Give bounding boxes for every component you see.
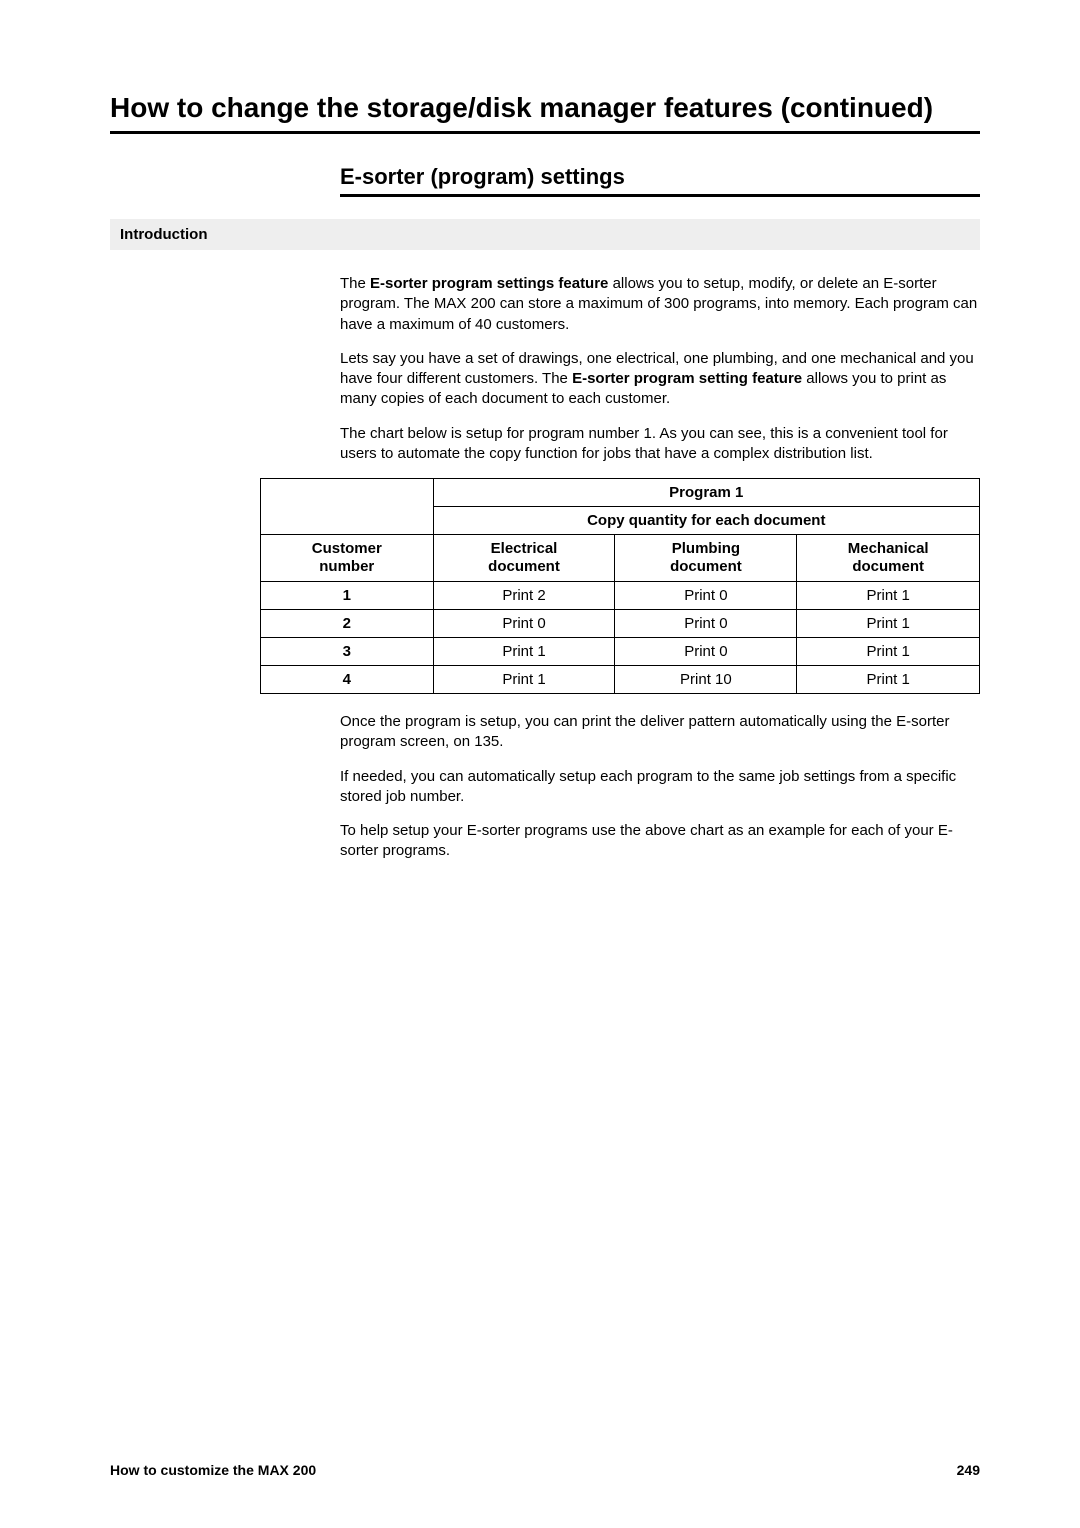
table-cell: Print 10	[615, 666, 797, 694]
program-table-wrap: Program 1 Copy quantity for each documen…	[260, 478, 980, 694]
col3-l1: Mechanical	[848, 540, 929, 557]
table-cell: Print 0	[615, 582, 797, 610]
col2-l1: Plumbing	[672, 540, 740, 557]
table-sub-header: Copy quantity for each document	[433, 507, 979, 535]
paragraph-6: To help setup your E-sorter programs use…	[340, 821, 980, 862]
table-cell: Print 2	[433, 582, 615, 610]
table-cell: Print 0	[615, 638, 797, 666]
page-footer: How to customize the MAX 200 249	[110, 1462, 980, 1478]
col1-l1: Electrical	[491, 540, 558, 557]
table-corner-blank	[261, 479, 434, 535]
table-cell: 2	[261, 610, 434, 638]
table-cell: 4	[261, 666, 434, 694]
section-heading: E-sorter (program) settings	[340, 164, 980, 197]
table-cell: Print 0	[433, 610, 615, 638]
table-row: 4 Print 1 Print 10 Print 1	[261, 666, 980, 694]
col1-l2: document	[488, 558, 560, 575]
col0-l2: number	[319, 558, 374, 575]
table-cell: Print 1	[797, 610, 980, 638]
body-column-2: Once the program is setup, you can print…	[340, 712, 980, 862]
table-col2-header: Plumbing document	[615, 535, 797, 582]
table-cell: Print 1	[797, 582, 980, 610]
table-row: 2 Print 0 Print 0 Print 1	[261, 610, 980, 638]
table-cell: Print 1	[433, 638, 615, 666]
paragraph-1: The E-sorter program settings feature al…	[340, 274, 980, 335]
table-cell: Print 1	[433, 666, 615, 694]
table-col0-header: Customer number	[261, 535, 434, 582]
col0-l1: Customer	[312, 540, 382, 557]
table-cell: Print 0	[615, 610, 797, 638]
table-col3-header: Mechanical document	[797, 535, 980, 582]
table-row: 3 Print 1 Print 0 Print 1	[261, 638, 980, 666]
page-title: How to change the storage/disk manager f…	[110, 90, 980, 134]
paragraph-4: Once the program is setup, you can print…	[340, 712, 980, 753]
table-cell: Print 1	[797, 666, 980, 694]
para1-bold: E-sorter program settings feature	[370, 275, 608, 292]
table-row: 1 Print 2 Print 0 Print 1	[261, 582, 980, 610]
paragraph-2: Lets say you have a set of drawings, one…	[340, 349, 980, 410]
table-row-header-3: Customer number Electrical document Plum…	[261, 535, 980, 582]
table-cell: 1	[261, 582, 434, 610]
paragraph-3: The chart below is setup for program num…	[340, 424, 980, 465]
intro-label-bar: Introduction	[110, 219, 980, 250]
col3-l2: document	[852, 558, 924, 575]
paragraph-5: If needed, you can automatically setup e…	[340, 767, 980, 808]
table-cell: 3	[261, 638, 434, 666]
program-table: Program 1 Copy quantity for each documen…	[260, 478, 980, 694]
body-column: The E-sorter program settings feature al…	[340, 274, 980, 464]
col2-l2: document	[670, 558, 742, 575]
table-cell: Print 1	[797, 638, 980, 666]
table-col1-header: Electrical document	[433, 535, 615, 582]
section-heading-wrap: E-sorter (program) settings	[340, 164, 980, 197]
footer-left-text: How to customize the MAX 200	[110, 1462, 316, 1478]
table-program-title: Program 1	[433, 479, 979, 507]
table-row-header-1: Program 1	[261, 479, 980, 507]
page: How to change the storage/disk manager f…	[0, 0, 1080, 1528]
para2-bold: E-sorter program setting feature	[572, 370, 802, 387]
footer-page-number: 249	[957, 1462, 980, 1478]
para1-text-a: The	[340, 275, 370, 292]
